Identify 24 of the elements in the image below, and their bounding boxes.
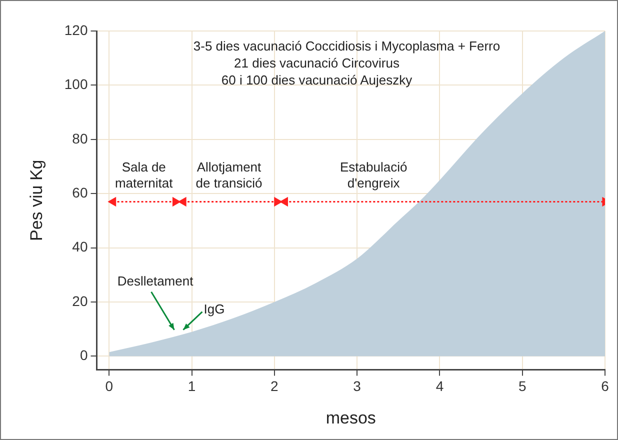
annotation: 3-5 dies vacunació Coccidiosis i Mycoplasma + Ferro <box>193 38 500 54</box>
x-tick-label: 5 <box>518 378 526 394</box>
annotation: Deslletament <box>117 273 194 288</box>
y-tick-label: 60 <box>72 184 88 200</box>
annotation: Sala de maternitat <box>114 159 174 190</box>
y-tick-label: 80 <box>72 130 88 146</box>
y-tick-label: 120 <box>64 22 88 38</box>
x-axis-title: mesos <box>326 408 376 428</box>
y-axis-title: Pes viu Kg <box>26 160 46 242</box>
x-tick-label: 1 <box>188 378 196 394</box>
y-tick-label: 20 <box>72 292 88 309</box>
y-tick-label: 40 <box>72 238 88 255</box>
annotation: 60 i 100 dies vacunació Aujeszky <box>221 72 413 88</box>
x-tick-label: 6 <box>601 378 610 394</box>
x-tick-label: 4 <box>436 378 444 394</box>
x-tick-label: 2 <box>270 378 279 394</box>
x-tick-label: 3 <box>353 378 362 394</box>
annotation: IgG <box>204 301 225 316</box>
annotation: Estabulació d'engreix <box>340 159 408 190</box>
y-tick-label: 100 <box>64 76 88 92</box>
x-tick-label: 0 <box>105 378 114 394</box>
y-tick-label: 0 <box>80 347 88 364</box>
annotation: 21 dies vacunació Circovirus <box>234 56 400 71</box>
annotation: Allotjament de transició <box>196 159 262 190</box>
